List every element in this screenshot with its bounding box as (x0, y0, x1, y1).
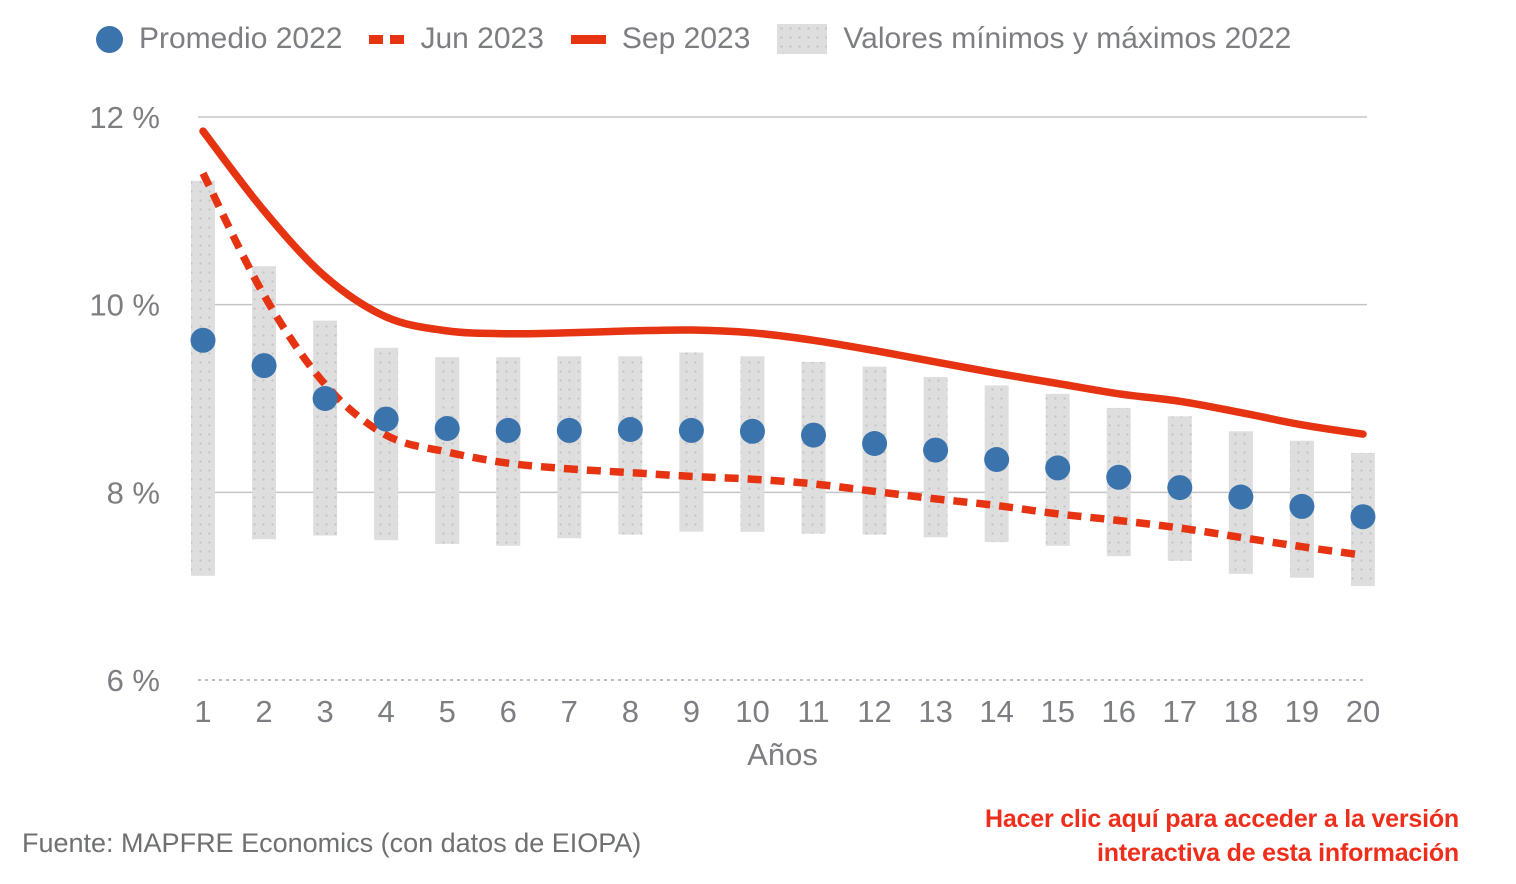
range-bar-11 (801, 361, 826, 534)
interactive-version-link-line1: Hacer clic aquí para acceder a la versió… (984, 805, 1459, 833)
y-tick-label-10: 10 % (89, 288, 160, 323)
promedio-2022-dot-11 (801, 422, 826, 448)
dashed-line-swatch-icon (369, 34, 405, 44)
x-tick-label-17: 17 (1163, 694, 1197, 729)
x-tick-label-8: 8 (622, 694, 639, 729)
x-tick-label-13: 13 (918, 694, 952, 729)
promedio-2022-dot-2 (251, 353, 277, 379)
legend-item-min-max-2022: Valores mínimos y máximos 2022 (777, 22, 1291, 56)
x-tick-label-18: 18 (1224, 694, 1258, 729)
promedio-2022-dot-18 (1228, 484, 1254, 510)
promedio-2022-dot-12 (862, 431, 888, 456)
range-bar-10 (740, 356, 765, 532)
interactive-version-link[interactable]: Hacer clic aquí para acceder a la versió… (985, 802, 1459, 870)
x-tick-label-20: 20 (1346, 694, 1380, 729)
promedio-2022-dot-8 (617, 417, 643, 442)
range-bar-3 (313, 320, 338, 536)
legend-item-promedio-2022: Promedio 2022 (96, 22, 342, 56)
range-bar-8 (618, 356, 643, 535)
range-bar-4 (374, 347, 399, 541)
promedio-2022-dot-4 (373, 406, 399, 432)
promedio-2022-dot-7 (556, 417, 582, 443)
x-tick-label-7: 7 (561, 694, 578, 729)
promedio-2022-dot-10 (739, 418, 765, 444)
blue-dot-swatch-icon (96, 25, 123, 53)
y-tick-label-12: 12 % (89, 100, 160, 135)
x-tick-label-4: 4 (378, 694, 395, 729)
x-tick-label-16: 16 (1102, 694, 1136, 729)
promedio-2022-dot-5 (434, 416, 460, 441)
range-bar-7 (557, 356, 582, 539)
promedio-2022-dot-6 (495, 417, 521, 443)
promedio-2022-dot-3 (312, 386, 338, 411)
x-tick-label-15: 15 (1040, 694, 1074, 729)
x-tick-label-1: 1 (194, 694, 211, 729)
x-tick-label-11: 11 (797, 694, 829, 729)
range-bar-1 (191, 180, 215, 576)
y-tick-label-6: 6 % (107, 663, 160, 698)
x-tick-label-9: 9 (683, 694, 700, 729)
promedio-2022-dot-19 (1289, 493, 1315, 519)
promedio-2022-dot-20 (1350, 504, 1376, 530)
legend: Promedio 2022 Jun 2023 Sep 2023 Valores … (96, 22, 1291, 56)
x-tick-label-6: 6 (500, 694, 517, 729)
promedio-2022-dot-13 (923, 437, 949, 463)
legend-label: Sep 2023 (621, 22, 751, 55)
source-note: Fuente: MAPFRE Economics (con datos de E… (22, 828, 642, 858)
jun-2023-dashed-line (199, 171, 1364, 559)
x-axis-title: Años (747, 737, 818, 772)
x-tick-label-19: 19 (1285, 694, 1319, 729)
legend-item-jun-2023: Jun 2023 (369, 22, 544, 56)
promedio-2022-dot-17 (1167, 475, 1193, 501)
solid-line-swatch-icon (570, 34, 606, 44)
promedio-2022-dot-14 (984, 447, 1010, 472)
x-tick-label-12: 12 (857, 694, 891, 729)
promedio-2022-dot-9 (678, 417, 704, 443)
promedio-2022-dot-1 (190, 327, 216, 353)
range-box-swatch-icon (777, 24, 828, 54)
interactive-version-link-line2: interactiva de esta información (1097, 839, 1459, 867)
x-tick-label-5: 5 (439, 694, 456, 729)
legend-label: Promedio 2022 (139, 22, 343, 55)
legend-label: Jun 2023 (420, 22, 544, 55)
legend-item-sep-2023: Sep 2023 (570, 22, 751, 56)
x-tick-label-10: 10 (735, 694, 769, 729)
promedio-2022-dot-15 (1045, 455, 1071, 481)
sep-2023-solid-line (199, 127, 1367, 438)
x-tick-label-3: 3 (316, 694, 333, 729)
range-bar-2 (252, 266, 277, 540)
x-tick-label-14: 14 (979, 694, 1013, 729)
y-tick-label-8: 8 % (107, 475, 160, 510)
legend-label: Valores mínimos y máximos 2022 (843, 22, 1292, 55)
range-bar-6 (496, 357, 521, 546)
x-tick-label-2: 2 (255, 694, 272, 729)
promedio-2022-dot-16 (1106, 464, 1132, 490)
